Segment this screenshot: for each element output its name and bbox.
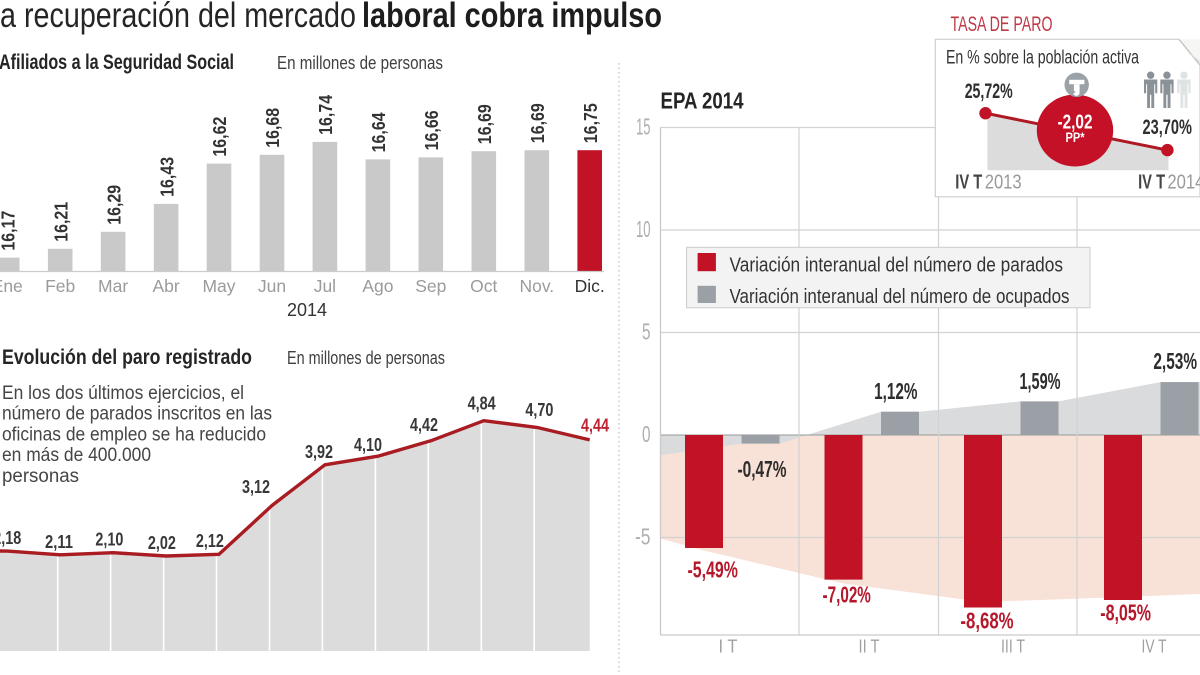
svg-text:Sep: Sep	[415, 276, 446, 296]
svg-text:10: 10	[636, 216, 651, 242]
svg-text:15: 15	[636, 114, 651, 140]
svg-text:2013: 2013	[985, 172, 1022, 194]
svg-text:IV T: IV T	[1138, 172, 1165, 194]
svg-text:a recuperación del mercado: a recuperación del mercado	[0, 0, 356, 35]
svg-text:personas: personas	[2, 466, 79, 487]
svg-text:3,92: 3,92	[305, 441, 333, 462]
svg-text:TASA DE PARO: TASA DE PARO	[951, 12, 1053, 36]
svg-text:16,66: 16,66	[421, 110, 442, 150]
svg-text:4,70: 4,70	[525, 399, 553, 420]
svg-text:16,68: 16,68	[262, 108, 283, 148]
svg-text:16,69: 16,69	[527, 103, 548, 143]
svg-text:16,75: 16,75	[580, 103, 601, 143]
svg-text:4,84: 4,84	[468, 393, 497, 414]
svg-text:Dic.: Dic.	[575, 276, 605, 296]
svg-text:IV T: IV T	[955, 172, 982, 194]
svg-text:-8,68%: -8,68%	[960, 608, 1013, 634]
svg-text:Variación interanual del númer: Variación interanual del número de ocupa…	[730, 286, 1070, 308]
svg-text:2014: 2014	[287, 300, 327, 320]
svg-text:4,44: 4,44	[581, 414, 610, 435]
svg-text:-8,05%: -8,05%	[1100, 600, 1151, 626]
svg-text:PP*: PP*	[1066, 130, 1086, 145]
svg-text:2014: 2014	[1167, 172, 1200, 194]
svg-text:16,29: 16,29	[103, 185, 124, 225]
svg-text:-5,49%: -5,49%	[688, 557, 738, 583]
svg-text:2,53%: 2,53%	[1153, 348, 1197, 374]
svg-text:25,72%: 25,72%	[965, 80, 1013, 103]
svg-text:EPA 2014: EPA 2014	[661, 87, 744, 113]
svg-text:16,62: 16,62	[209, 117, 230, 157]
svg-text:-7,02%: -7,02%	[823, 582, 871, 608]
svg-text:número de parados inscritos en: número de parados inscritos en las	[2, 404, 272, 425]
svg-text:Jun: Jun	[258, 276, 286, 296]
svg-text:-0,47%: -0,47%	[738, 456, 787, 482]
svg-text:en más de 400.000: en más de 400.000	[2, 445, 151, 466]
svg-text:3,12: 3,12	[242, 476, 270, 497]
svg-text:Afiliados a la Seguridad Socia: Afiliados a la Seguridad Social	[0, 51, 234, 74]
svg-text:16,74: 16,74	[315, 94, 336, 135]
svg-text:Oct: Oct	[470, 276, 497, 296]
svg-text:En % sobre la población activa: En % sobre la población activa	[946, 47, 1139, 68]
svg-text:III T: III T	[1001, 636, 1025, 657]
svg-text:16,43: 16,43	[156, 157, 177, 197]
svg-text:laboral cobra impulso: laboral cobra impulso	[362, 0, 662, 35]
svg-text:En los dos últimos ejercicios,: En los dos últimos ejercicios, el	[2, 383, 244, 404]
svg-text:2,02: 2,02	[148, 532, 176, 553]
svg-text:May: May	[202, 276, 235, 296]
svg-text:Evolución del paro registrado: Evolución del paro registrado	[2, 346, 252, 369]
svg-text:16,17: 16,17	[0, 211, 18, 251]
svg-text:Abr: Abr	[152, 276, 179, 296]
svg-text:2,11: 2,11	[45, 531, 73, 552]
svg-text:Jul: Jul	[314, 276, 336, 296]
svg-text:2,18: 2,18	[0, 527, 21, 548]
svg-text:4,42: 4,42	[410, 414, 438, 435]
svg-text:Variación interanual del númer: Variación interanual del número de parad…	[730, 254, 1064, 276]
svg-text:1,12%: 1,12%	[874, 378, 917, 404]
svg-text:oficinas de empleo se ha reduc: oficinas de empleo se ha reducido	[2, 424, 266, 445]
svg-text:0: 0	[642, 421, 651, 447]
svg-text:2,10: 2,10	[95, 529, 123, 550]
svg-text:2,12: 2,12	[196, 530, 224, 551]
svg-text:Mar: Mar	[98, 276, 128, 296]
svg-text:4,10: 4,10	[354, 434, 382, 455]
svg-text:I T: I T	[719, 636, 738, 657]
svg-text:23,70%: 23,70%	[1143, 116, 1193, 139]
svg-text:Ene: Ene	[0, 276, 23, 296]
svg-text:Ago: Ago	[362, 276, 393, 296]
svg-text:16,21: 16,21	[50, 202, 71, 242]
svg-text:IV T: IV T	[1142, 636, 1167, 657]
svg-text:Feb: Feb	[45, 276, 75, 296]
svg-text:16,64: 16,64	[368, 112, 389, 153]
svg-text:1,59%: 1,59%	[1019, 368, 1060, 394]
svg-text:II T: II T	[859, 636, 880, 657]
svg-text:5: 5	[642, 319, 651, 345]
svg-text:-5: -5	[635, 524, 651, 550]
svg-text:16,69: 16,69	[474, 104, 495, 144]
svg-text:En millones de personas: En millones de personas	[277, 52, 443, 73]
svg-text:-2,02: -2,02	[1058, 112, 1093, 134]
svg-text:Nov.: Nov.	[519, 276, 554, 296]
svg-text:En millones de personas: En millones de personas	[287, 347, 445, 368]
